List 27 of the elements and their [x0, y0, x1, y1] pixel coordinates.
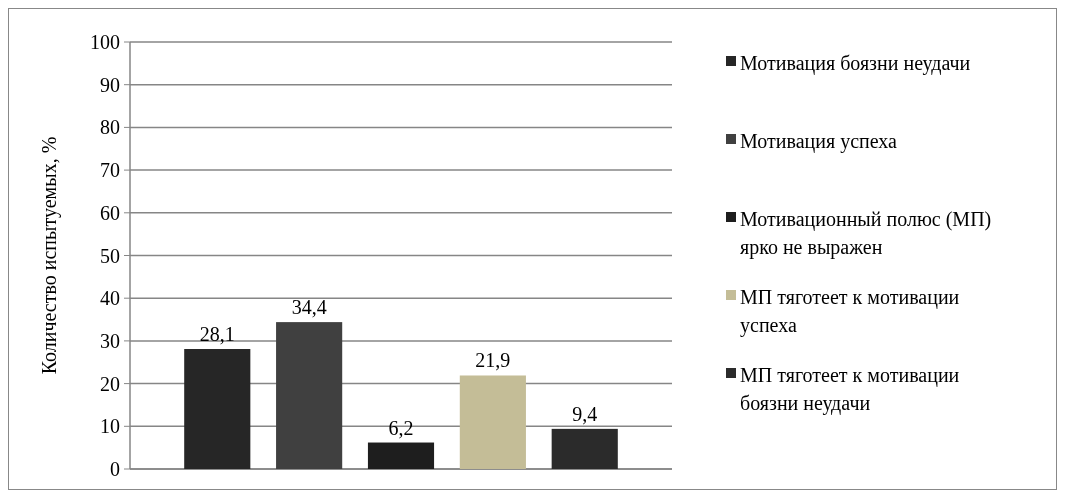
data-label: 21,9: [475, 349, 511, 372]
bar: [551, 428, 618, 469]
legend-label: МП тяготеет к мотивации успеха: [740, 286, 960, 337]
y-tick-label: 0: [110, 458, 120, 480]
y-axis-title: Количество испытуемых, %: [38, 136, 61, 375]
legend-label: Мотивационный полюс (МП) ярко не выражен: [740, 208, 992, 259]
legend-label: Мотивация боязни неудачи: [740, 52, 971, 75]
y-tick-label: 60: [100, 201, 120, 224]
y-tick-label: 40: [100, 287, 120, 310]
y-tick-label: 80: [100, 116, 120, 139]
data-label: 34,4: [291, 296, 327, 319]
y-tick-label: 30: [100, 329, 120, 352]
bar: [276, 322, 343, 469]
bar: [367, 442, 435, 469]
data-label: 9,4: [572, 402, 598, 425]
legend-label: Мотивация успеха: [740, 130, 898, 153]
y-tick-label: 10: [100, 415, 120, 438]
legend-label: МП тяготеет к мотивации боязни неудачи: [740, 364, 960, 415]
y-tick-label: 90: [100, 73, 120, 96]
y-tick-label: 50: [100, 244, 120, 267]
y-tick-label: 100: [90, 31, 120, 53]
y-tick-label: 70: [100, 159, 120, 182]
y-tick-label: 20: [100, 372, 120, 395]
data-label: 28,1: [199, 323, 235, 346]
data-label: 6,2: [388, 416, 414, 439]
bar: [459, 375, 526, 469]
bar: [184, 349, 251, 469]
